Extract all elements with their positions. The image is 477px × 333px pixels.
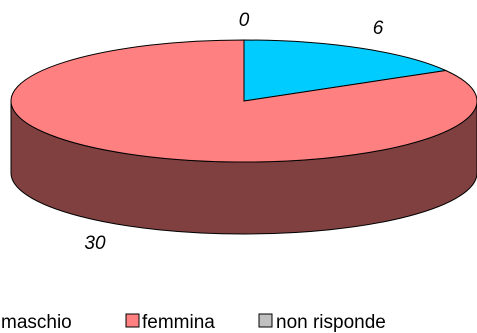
data-label-non-risponde: 0 <box>239 10 250 31</box>
data-label-femmina: 30 <box>84 233 106 254</box>
legend: maschio femmina non risponde <box>1 312 386 333</box>
legend-swatch-non-risponde <box>258 313 273 328</box>
pie-slice-maschio <box>243 39 448 102</box>
data-label-maschio: 6 <box>373 18 384 39</box>
legend-label-maschio: maschio <box>1 312 72 333</box>
pie-labels: 0 6 30 <box>84 10 383 254</box>
legend-label-non-risponde: non risponde <box>276 312 386 333</box>
pie-tops <box>10 39 477 163</box>
pie-slice-femmina <box>10 39 477 163</box>
legend-swatch-femmina <box>125 313 140 328</box>
legend-label-femmina: femmina <box>142 312 215 333</box>
